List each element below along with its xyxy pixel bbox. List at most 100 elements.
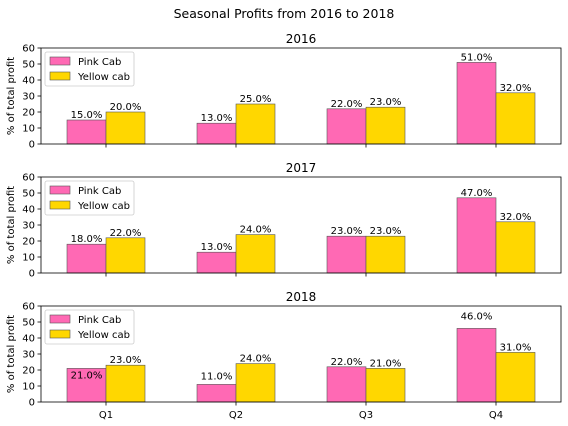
- bar-value-label: 23.0%: [110, 355, 142, 366]
- pink-cab-bar-Q4: [456, 328, 497, 403]
- pink-cab-bar-Q3: [326, 108, 367, 145]
- bar-value-label: 51.0%: [461, 52, 493, 63]
- yellow-cab-bar-Q1: [105, 364, 146, 403]
- bar-value-label: 24.0%: [240, 354, 272, 365]
- y-tick-label: 50: [22, 318, 35, 329]
- bar-value-label: 11.0%: [201, 371, 233, 382]
- pink-cab-bar-Q3: [326, 235, 367, 274]
- bar-value-label: 23.0%: [331, 226, 363, 237]
- y-tick-label: 10: [22, 382, 35, 393]
- pink-cab-legend-swatch: [49, 185, 71, 195]
- bar-value-label: 15.0%: [71, 110, 103, 121]
- y-tick-label: 50: [22, 60, 35, 71]
- legend-label: Yellow cab: [77, 72, 130, 83]
- legend: Pink Cab Yellow cab: [44, 309, 135, 345]
- y-tick-label: 60: [22, 173, 35, 184]
- subplot-title: 2018: [286, 290, 317, 304]
- yellow-cab-bar-Q2: [235, 103, 276, 145]
- bar-value-label: 23.0%: [370, 226, 402, 237]
- yellow-cab-bar-Q2: [235, 234, 276, 274]
- yellow-cab-legend-swatch: [49, 200, 71, 210]
- y-tick-label: 30: [22, 221, 35, 232]
- bar-value-label: 22.0%: [110, 228, 142, 239]
- legend: Pink Cab Yellow cab: [44, 180, 135, 216]
- bar-value-label: 23.0%: [370, 97, 402, 108]
- pink-cab-bar-Q4: [456, 197, 497, 274]
- legend-label: Pink Cab: [78, 186, 121, 197]
- x-tick-label: Q1: [99, 410, 113, 421]
- y-tick-label: 20: [22, 366, 35, 377]
- y-tick-label: 10: [22, 253, 35, 264]
- y-tick-label: 0: [29, 269, 35, 280]
- yellow-cab-bar-Q1: [105, 111, 146, 145]
- yellow-cab-bar-Q3: [365, 235, 406, 274]
- y-tick-label: 40: [22, 334, 35, 345]
- y-axis-label: % of total profit: [6, 315, 17, 393]
- subplot-2016: 2016 % of total profit 0 10 20 30 40 50 60 15.0% 2…: [6, 32, 562, 151]
- pink-cab-legend-swatch: [49, 314, 71, 324]
- y-tick-label: 60: [22, 44, 35, 55]
- y-tick-label: 20: [22, 237, 35, 248]
- pink-cab-bar-Q2: [196, 122, 237, 145]
- bar-value-label: 18.0%: [71, 234, 103, 245]
- bar-value-label: 25.0%: [240, 94, 272, 105]
- subplot-2018: 2018 % of total profit 0 10 20 30 40 50 60 21.0% 2…: [6, 290, 562, 421]
- subplot-title: 2016: [286, 32, 317, 46]
- axes-frame: [40, 305, 562, 403]
- x-tick-label: Q2: [229, 410, 243, 421]
- y-tick-label: 40: [22, 205, 35, 216]
- pink-cab-bar-Q1: [66, 243, 107, 274]
- axes-frame: [40, 176, 562, 274]
- subplot-title: 2017: [286, 161, 317, 175]
- y-tick-label: 30: [22, 350, 35, 361]
- figure-title: Seasonal Profits from 2016 to 2018: [174, 6, 395, 21]
- bar-value-label: 31.0%: [500, 342, 532, 353]
- y-tick-label: 20: [22, 108, 35, 119]
- y-tick-label: 30: [22, 92, 35, 103]
- y-axis-label: % of total profit: [6, 186, 17, 264]
- legend-label: Pink Cab: [78, 315, 121, 326]
- bar-value-label: 22.0%: [331, 99, 363, 110]
- yellow-cab-bar-Q4: [495, 92, 536, 145]
- y-tick-label: 60: [22, 302, 35, 313]
- bar-value-label: 20.0%: [110, 102, 142, 113]
- x-tick-label: Q3: [359, 410, 373, 421]
- y-tick-label: 10: [22, 124, 35, 135]
- bar-value-label: 47.0%: [461, 188, 493, 199]
- pink-cab-bar-Q2: [196, 251, 237, 274]
- yellow-cab-legend-swatch: [49, 329, 71, 339]
- yellow-cab-bar-Q4: [495, 221, 536, 274]
- legend: Pink Cab Yellow cab: [44, 51, 135, 87]
- yellow-cab-legend-swatch: [49, 71, 71, 81]
- yellow-cab-bar-Q4: [495, 352, 536, 403]
- legend-label: Yellow cab: [77, 201, 130, 212]
- axes-frame: [40, 47, 562, 145]
- subplot-2017: 2017 % of total profit 0 10 20 30 40 50 60 18.0% 2…: [6, 161, 562, 280]
- y-axis-label: % of total profit: [6, 57, 17, 135]
- bar-value-label: 13.0%: [201, 242, 233, 253]
- yellow-cab-bar-Q3: [365, 106, 406, 145]
- y-tick-label: 0: [29, 140, 35, 151]
- bar-value-label: 13.0%: [201, 113, 233, 124]
- bar-value-label: 24.0%: [240, 225, 272, 236]
- pink-cab-bar-Q1: [66, 119, 107, 145]
- pink-cab-legend-swatch: [49, 56, 71, 66]
- bar-value-label: 32.0%: [500, 212, 532, 223]
- bar-value-label: 46.0%: [461, 311, 493, 322]
- bar-value-label: 22.0%: [331, 357, 363, 368]
- y-tick-label: 50: [22, 189, 35, 200]
- pink-cab-bar-Q3: [326, 366, 367, 403]
- pink-cab-bar-Q4: [456, 62, 497, 145]
- pink-cab-bar-Q1: [66, 368, 107, 403]
- y-tick-label: 40: [22, 76, 35, 87]
- bar-value-label: 32.0%: [500, 83, 532, 94]
- legend-label: Pink Cab: [78, 57, 121, 68]
- yellow-cab-bar-Q3: [365, 368, 406, 403]
- bar-value-label: 21.0%: [370, 358, 402, 369]
- y-tick-label: 0: [29, 398, 35, 409]
- pink-cab-bar-Q2: [196, 384, 237, 403]
- yellow-cab-bar-Q2: [235, 363, 276, 403]
- legend-label: Yellow cab: [77, 330, 130, 341]
- x-tick-label: Q4: [489, 410, 503, 421]
